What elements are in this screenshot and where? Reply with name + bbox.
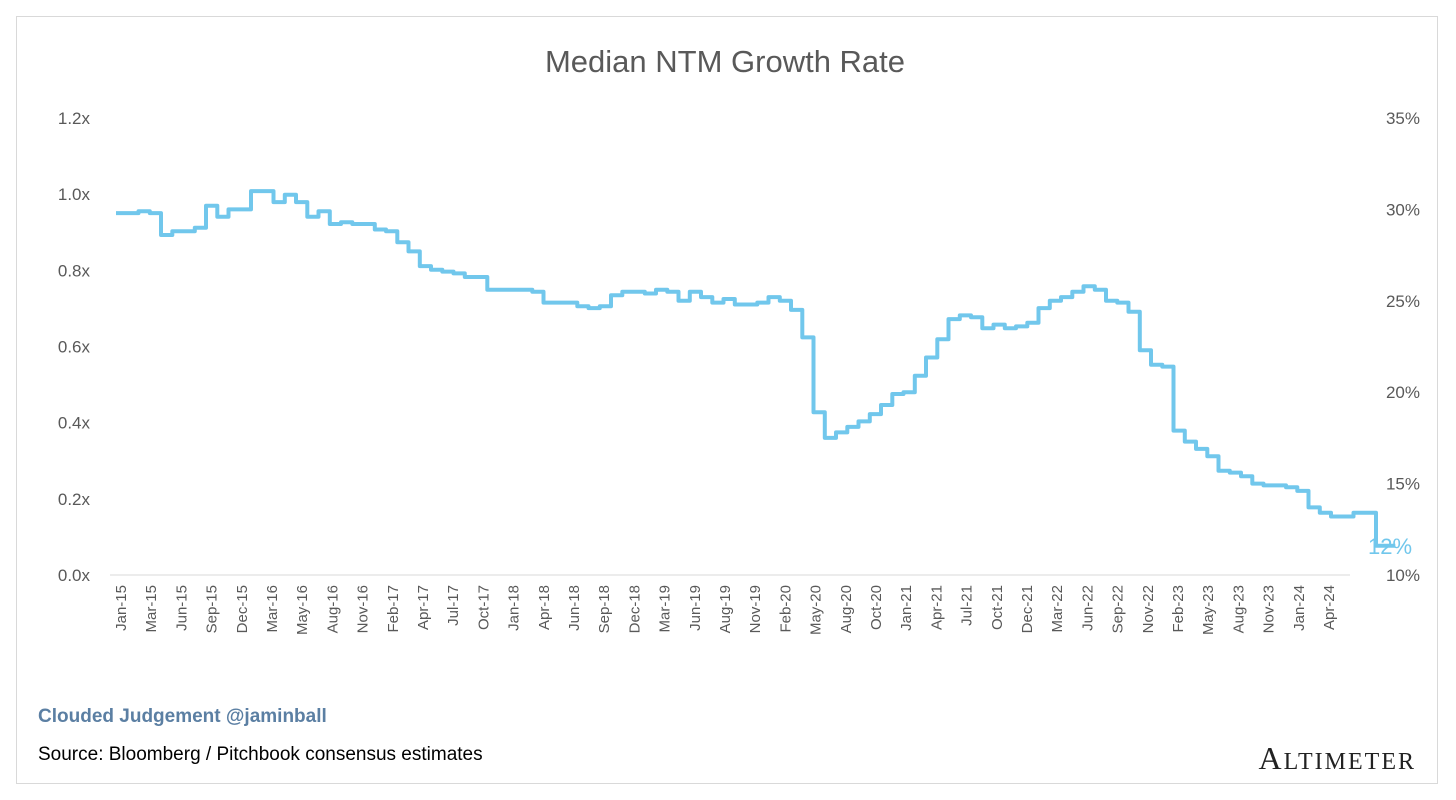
x-axis-tick-label: Jun-19 [687, 585, 704, 631]
series-line [116, 189, 1396, 548]
x-axis-tick-label: Dec-18 [626, 585, 643, 633]
x-axis-tick-label: Feb-20 [777, 585, 794, 633]
right-axis-tick-label: 15% [1386, 475, 1420, 494]
x-axis-tick-label: Jan-15 [113, 585, 130, 631]
left-axis: 0.0x 0.2x 0.4x 0.6x 0.8x 1.0x 1.2x [58, 109, 91, 585]
x-axis-tick-label: Jun-15 [173, 585, 190, 631]
x-axis-tick-label: Apr-24 [1321, 585, 1338, 630]
x-axis-tick-label: May-23 [1200, 585, 1217, 635]
x-axis-tick-label: Aug-19 [717, 585, 734, 633]
left-axis-tick-label: 0.8x [58, 261, 91, 280]
x-axis: Jan-15 Mar-15 Jun-15 Sep-15 Dec-15 Mar-16 May-… [110, 574, 1350, 635]
left-axis-tick-label: 0.4x [58, 414, 91, 433]
left-axis-tick-label: 1.2x [58, 109, 91, 128]
left-axis-tick-label: 0.6x [58, 338, 91, 357]
right-axis-tick-label: 20% [1386, 383, 1420, 402]
x-axis-tick-label: Mar-16 [264, 585, 281, 633]
left-axis-tick-label: 0.0x [58, 566, 91, 585]
x-axis-tick-label: Dec-21 [1019, 585, 1036, 633]
x-axis-tick-label: Nov-16 [355, 585, 372, 633]
right-axis-tick-label: 10% [1386, 566, 1420, 585]
left-axis-tick-label: 0.2x [58, 490, 91, 509]
x-axis-tick-label: Apr-18 [536, 585, 553, 630]
x-axis-tick-label: Feb-17 [385, 585, 402, 633]
x-axis-tick-label: May-20 [808, 585, 825, 635]
credit-text: Clouded Judgement @jaminball [38, 706, 327, 727]
right-axis-tick-label: 25% [1386, 292, 1420, 311]
x-axis-tick-label: May-16 [294, 585, 311, 635]
series-group: 12% [116, 189, 1412, 559]
x-axis-tick-label: Mar-22 [1049, 585, 1066, 633]
x-axis-tick-label: Mar-19 [657, 585, 674, 633]
x-axis-tick-label: Feb-23 [1170, 585, 1187, 633]
source-note: Source: Bloomberg / Pitchbook consensus … [38, 744, 483, 765]
x-axis-tick-label: Jan-18 [506, 585, 523, 631]
x-axis-tick-label: Sep-18 [596, 585, 613, 633]
right-axis: 10% 15% 20% 25% 30% 35% [1386, 109, 1420, 585]
x-axis-tick-label: Jan-21 [898, 585, 915, 631]
x-axis-tick-label: Oct-20 [868, 585, 885, 630]
left-axis-tick-label: 1.0x [58, 185, 91, 204]
x-axis-tick-label: Jul-17 [445, 585, 462, 626]
right-axis-tick-label: 35% [1386, 109, 1420, 128]
x-axis-tick-label: Aug-16 [324, 585, 341, 633]
x-axis-tick-label: Apr-21 [928, 585, 945, 630]
x-axis-tick-label: Dec-15 [234, 585, 251, 633]
x-axis-tick-label: Jun-22 [1079, 585, 1096, 631]
x-axis-tick-label: Nov-23 [1261, 585, 1278, 633]
end-value-label: 12% [1368, 534, 1412, 559]
right-axis-tick-label: 30% [1386, 200, 1420, 219]
altimeter-logo: ALTIMETER [1258, 740, 1416, 776]
x-axis-tick-label: Jan-24 [1291, 585, 1308, 631]
x-axis-tick-label: Mar-15 [143, 585, 160, 633]
x-axis-tick-label: Aug-20 [838, 585, 855, 633]
x-axis-tick-label: Aug-23 [1230, 585, 1247, 633]
x-axis-tick-label: Nov-19 [747, 585, 764, 633]
x-axis-tick-label: Jun-18 [566, 585, 583, 631]
x-axis-tick-label: Sep-22 [1110, 585, 1127, 633]
chart-frame [16, 16, 1438, 784]
x-axis-tick-label: Jul-21 [959, 585, 976, 626]
x-axis-tick-label: Nov-22 [1140, 585, 1157, 633]
chart-title: Median NTM Growth Rate [545, 44, 905, 79]
x-axis-tick-label: Oct-21 [989, 585, 1006, 630]
x-axis-tick-label: Oct-17 [475, 585, 492, 630]
x-axis-tick-label: Apr-17 [415, 585, 432, 630]
x-axis-tick-label: Sep-15 [204, 585, 221, 633]
